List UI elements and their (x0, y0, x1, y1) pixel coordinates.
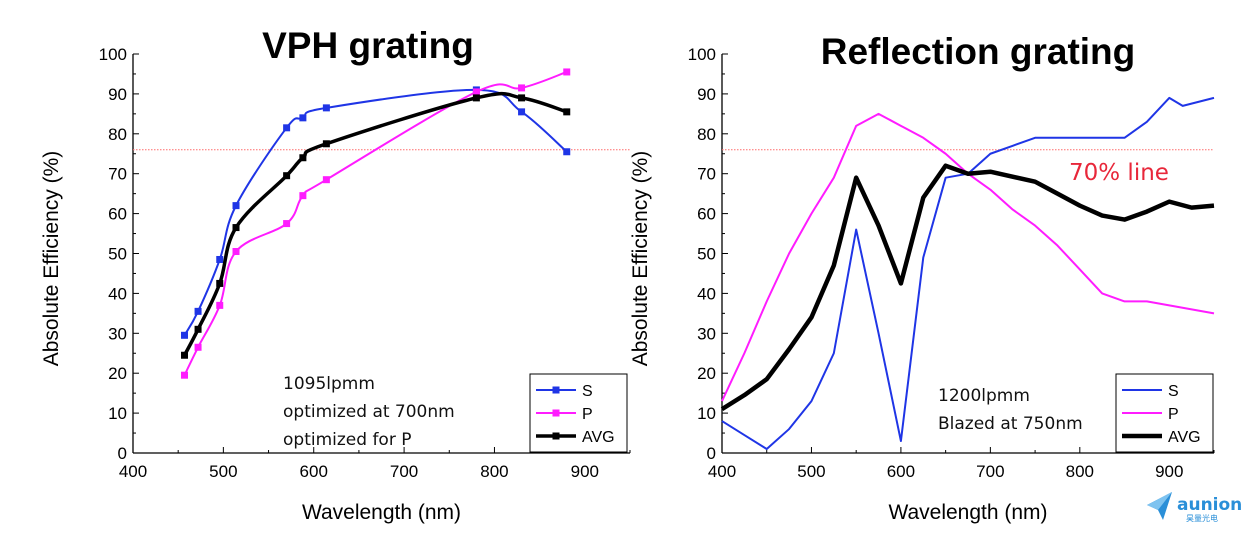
x-tick-label: 400 (119, 462, 147, 481)
y-tick-label: 60 (697, 205, 716, 224)
data-point-p (181, 371, 189, 379)
y-tick-label: 70 (108, 165, 127, 184)
data-point-p (472, 88, 480, 96)
y-tick-label: 0 (118, 444, 127, 463)
data-point-avg (472, 94, 480, 102)
legend-label-p: P (582, 406, 593, 423)
x-tick-label: 700 (976, 462, 1004, 481)
data-point-s (216, 255, 224, 263)
legend-label-s: S (1168, 383, 1179, 400)
data-point-avg (299, 154, 307, 162)
y-tick-label: 40 (697, 284, 716, 303)
y-axis-title: Absolute Efficiency (%) (40, 151, 63, 367)
y-tick-label: 100 (99, 45, 127, 64)
x-axis-title: Wavelength (nm) (888, 501, 1047, 524)
y-tick-label: 40 (108, 284, 127, 303)
y-tick-label: 70 (697, 165, 716, 184)
series-line-avg (720, 163, 1215, 412)
annotation-text: optimized for P (283, 430, 411, 450)
x-tick-label: 400 (708, 462, 736, 481)
legend-marker-s (552, 386, 560, 394)
chart-title: VPH grating (262, 25, 474, 66)
annotation-text: Blazed at 750nm (938, 414, 1083, 434)
x-axis-title: Wavelength (nm) (302, 501, 461, 524)
series-line-p (721, 112, 1215, 402)
y-axis-title: Absolute Efficiency (%) (629, 151, 652, 367)
x-tick-label: 700 (390, 462, 418, 481)
legend-marker-avg (552, 432, 560, 440)
data-point-avg (194, 325, 202, 333)
y-tick-label: 100 (688, 45, 716, 64)
data-point-s (181, 331, 189, 339)
data-point-avg (181, 351, 189, 359)
y-tick-label: 10 (697, 404, 716, 423)
data-point-s (283, 124, 291, 132)
y-tick-label: 90 (697, 85, 716, 104)
x-tick-label: 800 (1066, 462, 1094, 481)
data-point-s (194, 307, 202, 315)
y-tick-label: 20 (697, 364, 716, 383)
data-point-s (518, 108, 526, 116)
x-tick-label: 800 (480, 462, 508, 481)
data-point-avg (283, 172, 291, 180)
paper-plane-fold-icon (1147, 492, 1172, 510)
x-tick-label: 500 (797, 462, 825, 481)
x-tick-label: 500 (209, 462, 237, 481)
x-tick-label: 900 (571, 462, 599, 481)
y-tick-label: 30 (108, 324, 127, 343)
data-point-avg (216, 279, 224, 287)
data-point-p (283, 220, 291, 228)
series-line-p (183, 71, 568, 376)
y-tick-label: 90 (108, 85, 127, 104)
data-point-p (194, 343, 202, 351)
data-point-avg (322, 140, 330, 148)
data-point-avg (232, 224, 240, 232)
chart-title: Reflection grating (821, 31, 1136, 72)
x-tick-label: 600 (887, 462, 915, 481)
data-point-p (322, 176, 330, 184)
data-point-s (232, 202, 240, 210)
series-line-s (721, 96, 1215, 451)
legend-label-s: S (582, 383, 593, 400)
annotation-text: optimized at 700nm (283, 402, 455, 422)
logo-subtitle: 昊量光电 (1186, 513, 1218, 523)
brand-logo: aunion 昊量光电 (1147, 492, 1242, 523)
y-tick-label: 30 (697, 324, 716, 343)
legend-marker-p (552, 409, 560, 417)
data-point-s (563, 148, 571, 156)
data-point-p (518, 84, 526, 92)
data-point-p (563, 68, 571, 76)
y-tick-label: 50 (108, 245, 127, 264)
y-tick-label: 80 (108, 125, 127, 144)
data-point-p (216, 301, 224, 309)
reference-line-label: 70% line (1069, 160, 1169, 186)
data-point-p (232, 248, 240, 256)
annotation-text: 1095lpmm (283, 374, 375, 394)
data-point-s (299, 114, 307, 122)
y-tick-label: 10 (108, 404, 127, 423)
data-point-avg (518, 94, 526, 102)
y-tick-label: 60 (108, 205, 127, 224)
y-tick-label: 20 (108, 364, 127, 383)
logo-text: aunion (1177, 495, 1242, 515)
legend-label-avg: AVG (1168, 429, 1201, 446)
x-tick-label: 900 (1155, 462, 1183, 481)
y-tick-label: 0 (707, 444, 716, 463)
data-point-avg (563, 108, 571, 116)
legend-label-p: P (1168, 406, 1179, 423)
y-tick-label: 50 (697, 245, 716, 264)
series-line-avg (182, 91, 568, 357)
legend-label-avg: AVG (582, 429, 615, 446)
annotation-text: 1200lpmm (938, 386, 1030, 406)
y-tick-label: 80 (697, 125, 716, 144)
x-tick-label: 600 (300, 462, 328, 481)
data-point-p (299, 192, 307, 200)
data-point-s (322, 104, 330, 112)
vph-chart-panel: VPH grating 0 10 20 30 40 50 60 70 80 90 100 400 500 6… (40, 25, 631, 524)
reflection-chart-panel: Reflection grating 0 10 20 30 40 50 60 70 80 90 100… (629, 31, 1215, 524)
